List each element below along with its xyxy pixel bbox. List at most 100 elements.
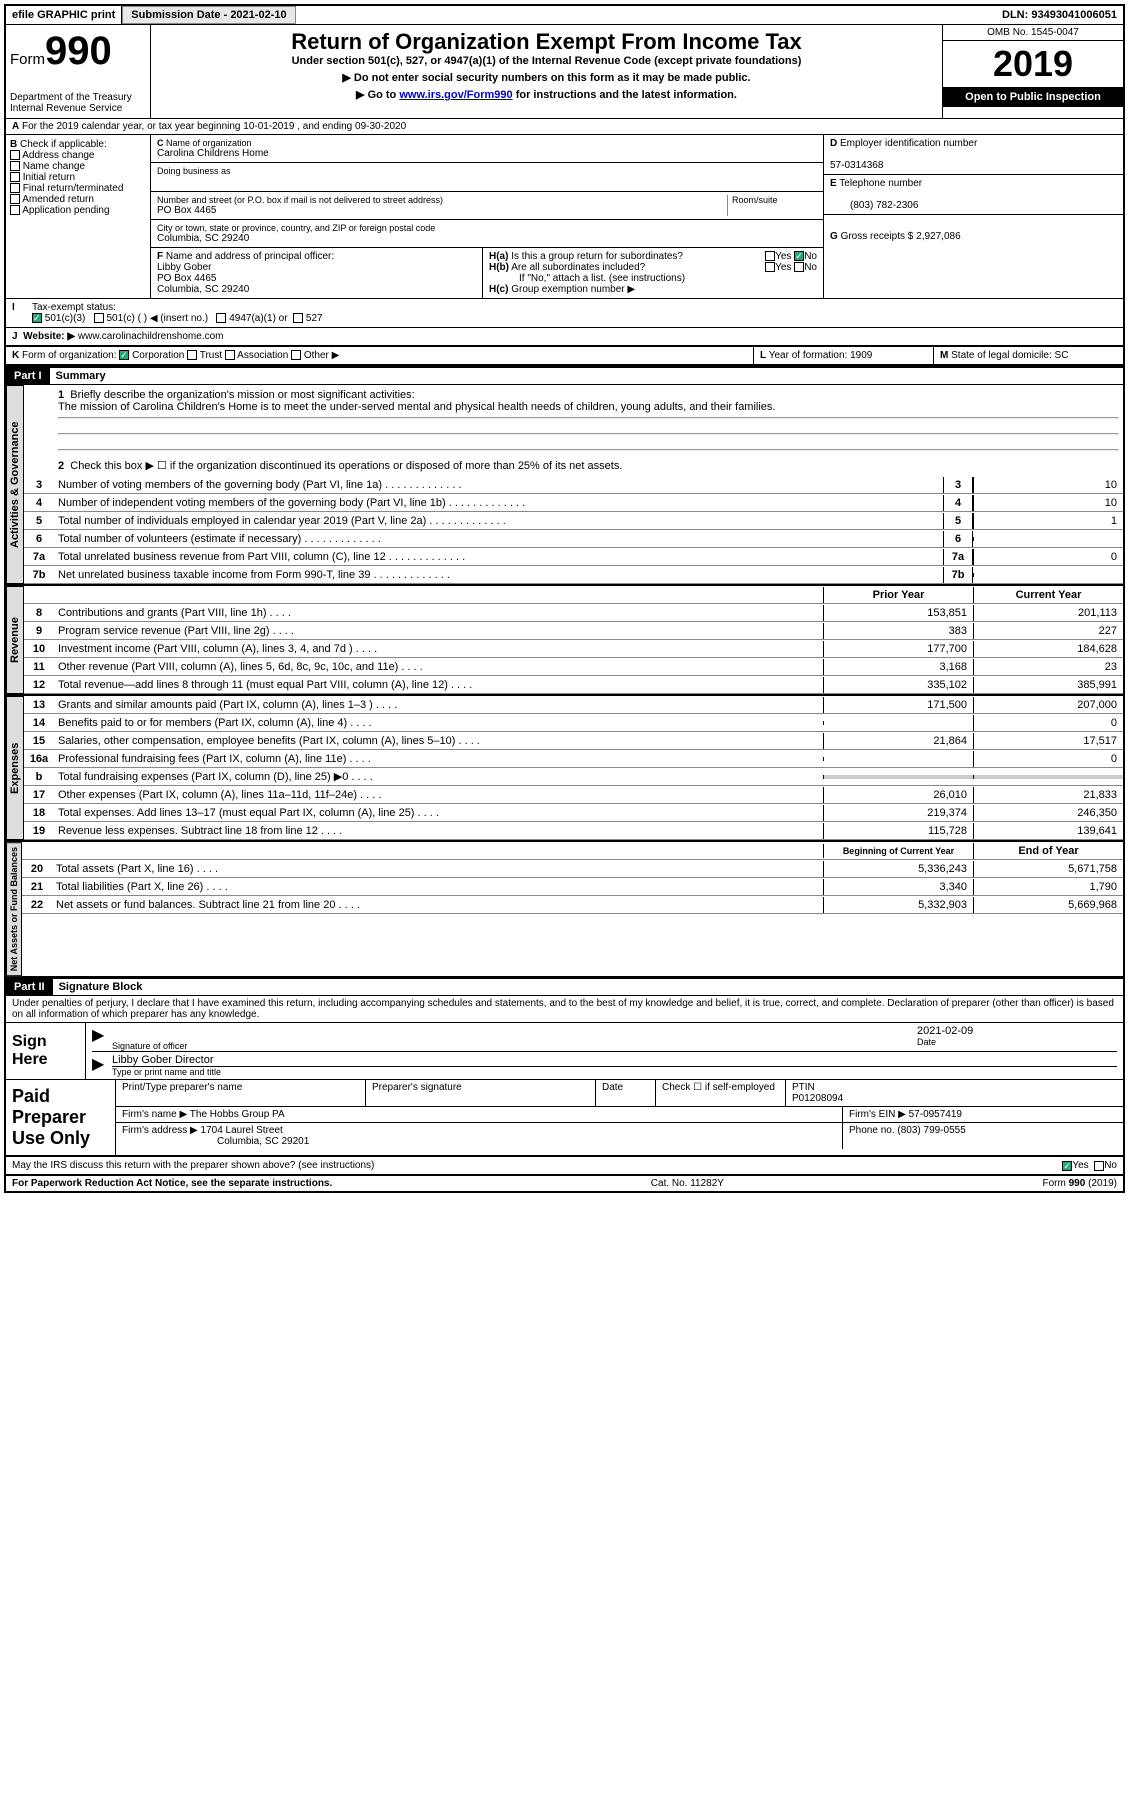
form-990-page: efile GRAPHIC print Submission Date - 20… — [4, 4, 1125, 1193]
col-prior-year: Prior Year — [823, 587, 973, 603]
prior-value: 383 — [823, 623, 973, 639]
page-footer: For Paperwork Reduction Act Notice, see … — [6, 1176, 1123, 1191]
city-label: City or town, state or province, country… — [157, 223, 817, 233]
preparer-name-label: Print/Type preparer's name — [116, 1080, 366, 1106]
secb-checkbox[interactable] — [10, 194, 20, 204]
secb-checkbox[interactable] — [10, 150, 20, 160]
topbar: efile GRAPHIC print Submission Date - 20… — [6, 6, 1123, 25]
dept-label: Department of the Treasury Internal Reve… — [10, 92, 146, 114]
secb-checkbox[interactable] — [10, 161, 20, 171]
current-value: 385,991 — [973, 677, 1123, 693]
secb-checkbox[interactable] — [10, 172, 20, 182]
tax-exempt-label: Tax-exempt status: — [32, 302, 116, 313]
self-employed-label: Check ☐ if self-employed — [656, 1080, 786, 1106]
firm-name-label: Firm's name ▶ — [122, 1109, 187, 1120]
org-name-label: Name of organization — [166, 138, 252, 148]
line-value: 10 — [973, 495, 1123, 511]
secb-checkbox[interactable] — [10, 183, 20, 193]
submission-date-button[interactable]: Submission Date - 2021-02-10 — [122, 6, 295, 24]
current-value: 5,669,968 — [973, 897, 1123, 913]
prior-value: 219,374 — [823, 805, 973, 821]
prior-value: 3,340 — [823, 879, 973, 895]
current-value: 23 — [973, 659, 1123, 675]
prior-value: 5,336,243 — [823, 861, 973, 877]
current-value: 184,628 — [973, 641, 1123, 657]
line-1-label: Briefly describe the organization's miss… — [70, 389, 414, 401]
footer-right: Form 990 (2019) — [1043, 1178, 1117, 1189]
ha-no-checkbox[interactable] — [794, 251, 804, 261]
subtitle-2: Do not enter social security numbers on … — [155, 71, 938, 84]
officer-city: Columbia, SC 29240 — [157, 284, 249, 295]
vtab-revenue: Revenue — [6, 586, 24, 694]
preparer-sig-label: Preparer's signature — [366, 1080, 596, 1106]
firm-ein-label: Firm's EIN ▶ — [849, 1109, 906, 1120]
prior-value: 3,168 — [823, 659, 973, 675]
firm-addr-label: Firm's address ▶ — [122, 1125, 198, 1136]
firm-ein: 57-0957419 — [909, 1109, 962, 1120]
other-checkbox[interactable] — [291, 350, 301, 360]
line-2-label: Check this box ▶ ☐ if the organization d… — [70, 460, 622, 472]
prior-value: 26,010 — [823, 787, 973, 803]
gross-receipts-label: Gross receipts $ — [841, 231, 914, 242]
org-name: Carolina Childrens Home — [157, 148, 817, 159]
col-current-year: Current Year — [973, 587, 1123, 603]
form-990-label: Form990 — [10, 29, 146, 74]
prior-value — [823, 757, 973, 761]
form990-link[interactable]: www.irs.gov/Form990 — [399, 89, 512, 101]
footer-left: For Paperwork Reduction Act Notice, see … — [12, 1178, 332, 1189]
trust-checkbox[interactable] — [187, 350, 197, 360]
form-org-label: Form of organization: — [22, 350, 117, 361]
footer-mid: Cat. No. 11282Y — [651, 1178, 724, 1189]
discuss-no-checkbox[interactable] — [1094, 1161, 1104, 1171]
paid-preparer-block: Paid Preparer Use Only Print/Type prepar… — [6, 1080, 1123, 1157]
section-b-through-m: B Check if applicable: Address change Na… — [6, 135, 1123, 298]
addr-label: Number and street (or P.O. box if mail i… — [157, 195, 727, 205]
preparer-date-label: Date — [596, 1080, 656, 1106]
phone-label: Telephone number — [839, 178, 922, 189]
current-value: 227 — [973, 623, 1123, 639]
website-value: www.carolinachildrenshome.com — [78, 331, 224, 342]
inspection-label: Open to Public Inspection — [943, 87, 1123, 107]
group-return-label: Is this a group return for subordinates? — [511, 251, 683, 262]
signer-name: Libby Gober Director — [112, 1054, 1117, 1067]
prior-value: 21,864 — [823, 733, 973, 749]
phone-value: (803) 782-2306 — [830, 200, 918, 211]
firm-phone-label: Phone no. — [849, 1125, 895, 1136]
subordinates-label: Are all subordinates included? — [511, 262, 645, 273]
form-title: Return of Organization Exempt From Incom… — [155, 29, 938, 55]
subtitle-3: Go to www.irs.gov/Form990 for instructio… — [155, 88, 938, 101]
firm-city: Columbia, SC 29201 — [122, 1136, 309, 1147]
ein-value: 57-0314368 — [830, 160, 883, 171]
current-value: 5,671,758 — [973, 861, 1123, 877]
ha-yes-checkbox[interactable] — [765, 251, 775, 261]
col-end-year: End of Year — [973, 843, 1123, 859]
section-a: A For the 2019 calendar year, or tax yea… — [6, 119, 1123, 135]
current-value: 207,000 — [973, 697, 1123, 713]
group-exemption-label: Group exemption number ▶ — [511, 284, 635, 295]
dln-label: DLN: 93493041006051 — [996, 6, 1123, 24]
current-value: 17,517 — [973, 733, 1123, 749]
website-label: Website: ▶ — [23, 331, 75, 342]
discuss-yes-checkbox[interactable] — [1062, 1161, 1072, 1171]
ein-label: Employer identification number — [840, 138, 977, 149]
hb-no-checkbox[interactable] — [794, 262, 804, 272]
form-header: Form990 Department of the Treasury Inter… — [6, 25, 1123, 119]
501c-checkbox[interactable] — [94, 313, 104, 323]
prior-value: 171,500 — [823, 697, 973, 713]
officer-label: Name and address of principal officer: — [166, 251, 334, 262]
officer-addr: PO Box 4465 — [157, 273, 216, 284]
secb-checkbox[interactable] — [10, 205, 20, 215]
year-formation-label: Year of formation: — [769, 350, 848, 361]
corp-checkbox[interactable] — [119, 350, 129, 360]
501c3-checkbox[interactable] — [32, 313, 42, 323]
hb-yes-checkbox[interactable] — [765, 262, 775, 272]
penalty-text: Under penalties of perjury, I declare th… — [6, 996, 1123, 1023]
current-value: 1,790 — [973, 879, 1123, 895]
527-checkbox[interactable] — [293, 313, 303, 323]
assoc-checkbox[interactable] — [225, 350, 235, 360]
line-value: 10 — [973, 477, 1123, 493]
line-value: 1 — [973, 513, 1123, 529]
4947-checkbox[interactable] — [216, 313, 226, 323]
gross-receipts-value: 2,927,086 — [916, 231, 961, 242]
mission-text: The mission of Carolina Children's Home … — [58, 401, 775, 413]
